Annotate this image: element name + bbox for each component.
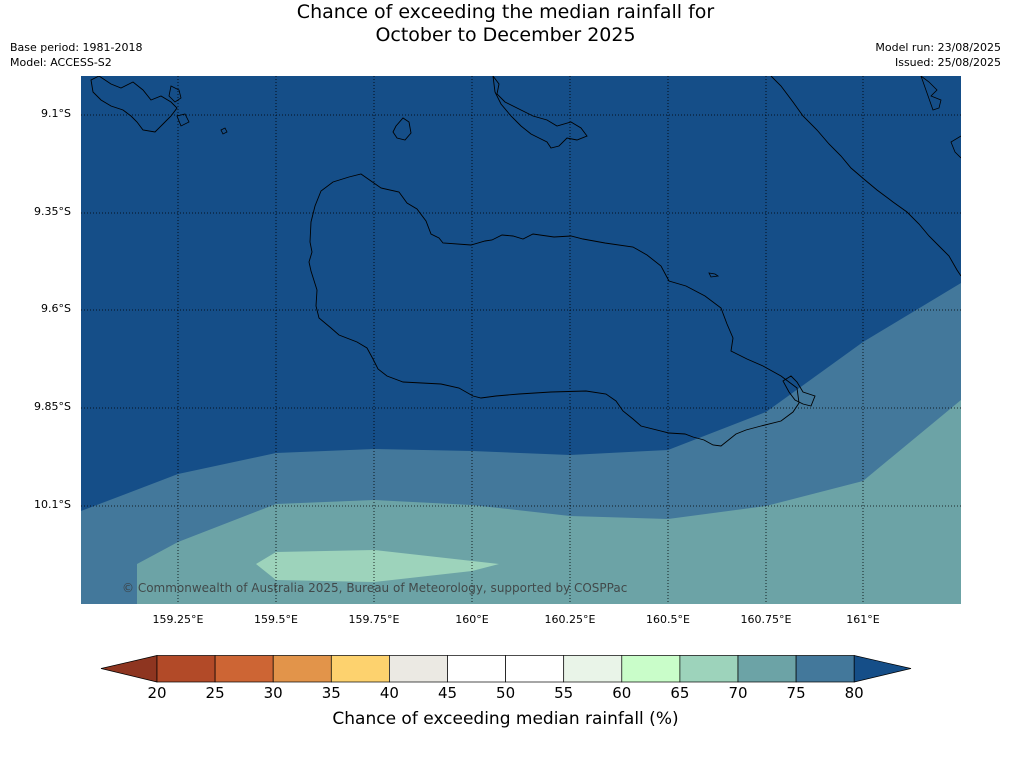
colorbar-segment xyxy=(272,655,332,683)
island-coastline xyxy=(308,173,800,447)
colorbar-label: Chance of exceeding median rainfall (%) xyxy=(332,709,679,729)
colorbar-tick-label: 50 xyxy=(496,684,516,702)
colorbar-segment xyxy=(214,655,274,683)
northwest-islet-3 xyxy=(220,127,228,135)
colorbar-segment xyxy=(505,655,565,683)
colorbar-segment xyxy=(389,655,448,683)
model-name: Model: ACCESS-S2 xyxy=(10,56,112,69)
title-line-2: October to December 2025 xyxy=(375,24,636,46)
northwest-islet-1 xyxy=(168,85,182,103)
copyright-notice: © Commonwealth of Australia 2025, Bureau… xyxy=(122,581,628,595)
latitude-label: 9.1°S xyxy=(41,107,71,120)
northeast-islet xyxy=(920,76,942,111)
colorbar-tick-label: 65 xyxy=(670,684,690,702)
colorbar-tick-label: 25 xyxy=(205,684,225,702)
map-panel xyxy=(81,76,961,604)
northwest-islet-2 xyxy=(176,113,190,127)
colorbar-tick-label: 20 xyxy=(147,684,167,702)
meta-right: Model run: 23/08/2025 Issued: 25/08/2025 xyxy=(875,40,1001,70)
longitude-label: 160.25°E xyxy=(544,613,596,626)
base-period: Base period: 1981-2018 xyxy=(10,41,143,54)
latitude-label: 9.35°S xyxy=(34,205,71,218)
graticule xyxy=(81,76,961,604)
colorbar-segment xyxy=(330,655,390,683)
colorbar-segment xyxy=(156,655,216,683)
colorbar-segment xyxy=(737,655,797,683)
colorbar-segment xyxy=(447,655,506,683)
map-title: Chance of exceeding the median rainfall … xyxy=(0,1,1011,47)
colorbar-tick-label: 40 xyxy=(379,684,399,702)
model-run-date: Model run: 23/08/2025 xyxy=(875,41,1001,54)
longitude-label: 159.5°E xyxy=(254,613,298,626)
band-65-percent xyxy=(256,550,499,582)
cape-coastline xyxy=(782,375,816,407)
islet-coastline xyxy=(392,117,412,141)
latitude-label: 10.1°S xyxy=(34,498,71,511)
colorbar-tick-label: 75 xyxy=(786,684,806,702)
colorbar-segment xyxy=(563,655,623,683)
rock-coastline xyxy=(708,272,720,278)
northwest-coastline xyxy=(90,76,178,133)
colorbar-segment xyxy=(621,655,681,683)
colorbar-extend-high xyxy=(853,655,912,683)
colorbar xyxy=(100,655,912,683)
colorbar-segment xyxy=(679,655,739,683)
longitude-label: 160°E xyxy=(455,613,489,626)
meta-left: Base period: 1981-2018 Model: ACCESS-S2 xyxy=(10,40,142,70)
latitude-label: 9.85°S xyxy=(34,400,71,413)
longitude-label: 160.5°E xyxy=(646,613,690,626)
colorbar-segment xyxy=(795,655,855,683)
latitude-label: 9.6°S xyxy=(41,302,71,315)
north-coastline xyxy=(492,76,588,149)
issued-date: Issued: 25/08/2025 xyxy=(894,56,1001,69)
colorbar-tick-label: 80 xyxy=(844,684,864,702)
colorbar-tick-label: 35 xyxy=(321,684,341,702)
colorbar-extend-low xyxy=(100,655,158,683)
colorbar-tick-label: 45 xyxy=(437,684,458,702)
longitude-label: 159.75°E xyxy=(348,613,400,626)
colorbar-tick-label: 60 xyxy=(612,684,632,702)
title-line-1: Chance of exceeding the median rainfall … xyxy=(296,1,715,23)
east-edge-coastline xyxy=(950,135,961,159)
longitude-label: 160.75°E xyxy=(740,613,792,626)
longitude-label: 161°E xyxy=(846,613,880,626)
colorbar-tick-label: 30 xyxy=(263,684,283,702)
colorbar-tick-label: 70 xyxy=(728,684,748,702)
map-svg xyxy=(81,76,961,604)
east-coastline xyxy=(770,76,961,277)
colorbar-tick-label: 55 xyxy=(554,684,574,702)
longitude-label: 159.25°E xyxy=(152,613,204,626)
